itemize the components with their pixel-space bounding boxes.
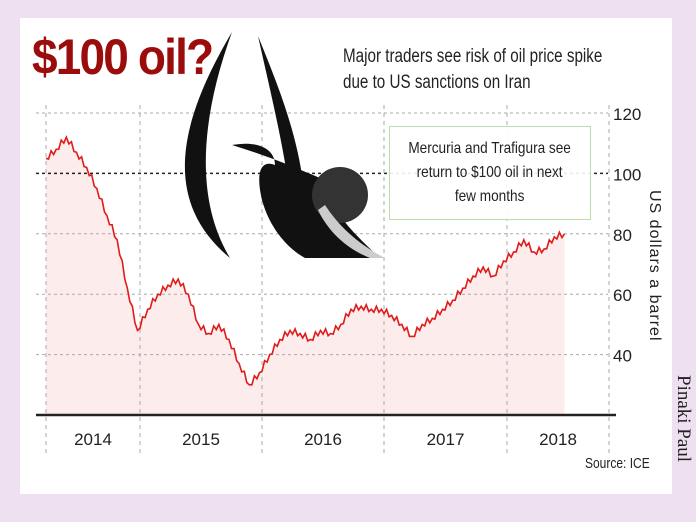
area-fill — [46, 137, 565, 415]
x-tick-label: 2014 — [74, 430, 112, 449]
y-tick-label: 60 — [613, 286, 632, 305]
y-tick-label: 40 — [613, 347, 632, 366]
logo-highlight-icon — [318, 205, 385, 258]
headline: $100 oil? — [32, 29, 214, 85]
subtitle: Major traders see risk of oil price spik… — [343, 44, 602, 96]
x-tick-label: 2017 — [427, 430, 465, 449]
annotation-line: few months — [455, 188, 525, 205]
subtitle-line: Major traders see risk of oil price spik… — [343, 46, 603, 67]
annotation-line: return to $100 oil in next — [417, 164, 563, 181]
logo-drop-right-icon — [258, 36, 305, 210]
y-tick-label: 80 — [613, 226, 632, 245]
annotation-box: Mercuria and Trafigura see return to $10… — [389, 126, 591, 220]
credit: Pinaki Paul — [673, 375, 694, 463]
price-line — [45, 134, 566, 386]
source-note: Source: ICE — [585, 455, 650, 472]
y-axis-label: US dollars a barrel — [646, 190, 663, 342]
x-tick-label: 2018 — [539, 430, 577, 449]
logo-drop-left-icon — [184, 32, 232, 258]
y-tick-label: 120 — [613, 105, 641, 124]
annotation-line: Mercuria and Trafigura see — [408, 140, 572, 157]
x-tick-label: 2015 — [182, 430, 220, 449]
x-tick-label: 2016 — [304, 430, 342, 449]
y-tick-label: 100 — [613, 165, 641, 184]
subtitle-line: due to US sanctions on Iran — [343, 72, 531, 93]
